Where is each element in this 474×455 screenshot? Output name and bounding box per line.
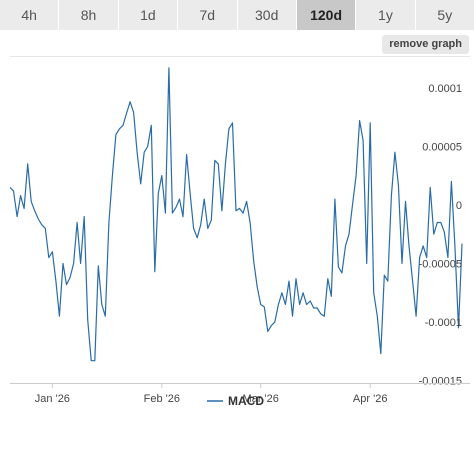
y-axis: 0.0001 0.00005 0 -0.00005 -0.0001 -0.00015 xyxy=(419,83,462,388)
series-line-macd[interactable] xyxy=(9,67,463,362)
remove-graph-button[interactable]: remove graph xyxy=(382,35,469,54)
tab-4h[interactable]: 4h xyxy=(0,0,60,30)
legend-label[interactable]: MACD xyxy=(228,394,264,408)
x-axis: Jan '26 Feb '26 Mar '26 Apr '26 xyxy=(10,383,470,405)
tab-30d[interactable]: 30d xyxy=(237,0,297,30)
x-tick-label: Apr '26 xyxy=(353,393,388,405)
y-tick-label: -0.00005 xyxy=(419,259,462,271)
tab-8h[interactable]: 8h xyxy=(59,0,119,30)
tab-5y[interactable]: 5y xyxy=(415,0,474,30)
tab-120d[interactable]: 120d xyxy=(296,0,357,30)
timeframe-tabs: 4h 8h 1d 7d 30d 120d 1y 5y xyxy=(0,0,474,30)
y-tick-label: 0.0001 xyxy=(428,83,462,95)
plot-area xyxy=(9,56,470,362)
x-tick-label: Jan '26 xyxy=(35,393,70,405)
tab-1y[interactable]: 1y xyxy=(356,0,416,30)
x-tick-label: Mar '26 xyxy=(243,393,279,405)
x-tick-label: Feb '26 xyxy=(144,393,180,405)
legend: MACD xyxy=(207,394,264,408)
tab-1d[interactable]: 1d xyxy=(118,0,179,30)
y-tick-label: -0.00015 xyxy=(419,376,462,388)
tab-7d[interactable]: 7d xyxy=(178,0,238,30)
y-tick-label: -0.0001 xyxy=(425,317,462,329)
macd-chart: 0.0001 0.00005 0 -0.00005 -0.0001 -0.00015 Ja… xyxy=(9,56,470,408)
y-tick-label: 0 xyxy=(456,200,462,212)
y-tick-label: 0.00005 xyxy=(422,141,462,153)
